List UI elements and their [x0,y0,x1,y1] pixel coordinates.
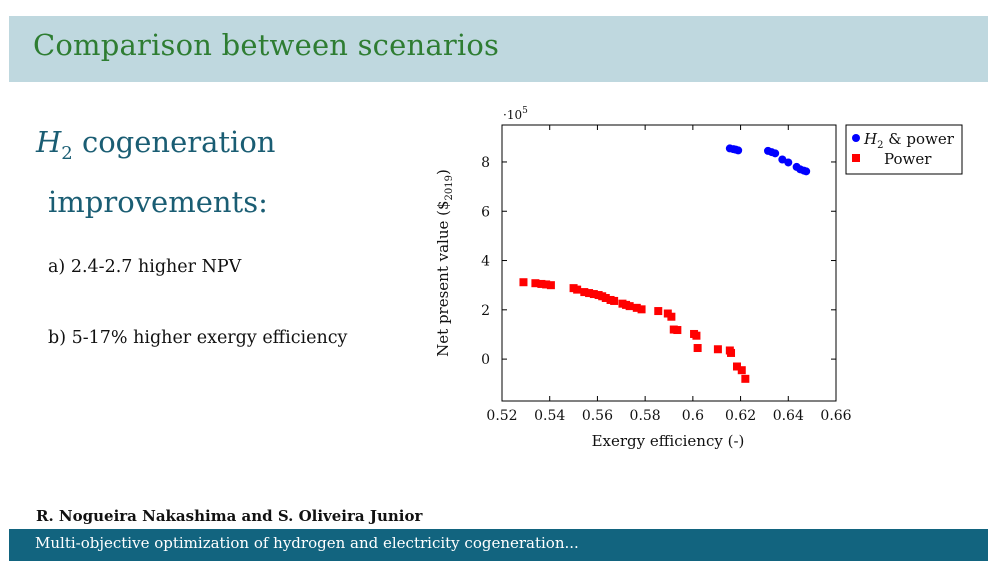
power-point [519,278,528,287]
y-tick-label: 8 [481,155,490,171]
y-axis-label: Net present value ($2019) [434,169,455,357]
heading-subscript: 2 [61,142,73,164]
improvement-item-a: a) 2.4-2.7 higher NPV [48,257,242,277]
power-point [654,307,663,316]
power-point [737,366,746,375]
y-tick-label: 4 [481,254,490,270]
power-point [610,296,619,305]
x-axis-label: Exergy efficiency (-) [592,432,745,450]
heading-symbol: H [36,125,62,159]
heading-rest: cogeneration [72,125,276,159]
y-tick-label: 6 [481,204,490,220]
power-point [632,303,641,312]
heading-line-2: improvements: [48,184,268,219]
y-multiplier: ·105 [503,106,528,122]
power-point [625,302,634,311]
axis-labels: 0.52 0.54 0.56 0.58 0.6 0.62 0.64 0.66 0 2 4 6 8 [481,155,852,424]
authors: R. Nogueira Nakashima and S. Oliveira Ju… [36,507,423,525]
h2-power-point [784,158,793,167]
power-point [585,289,594,298]
power-point [580,288,589,297]
x-tick-label: 0.66 [820,408,851,424]
legend-marker-power [852,154,860,162]
power-point [589,290,598,299]
improvement-item-b: b) 5-17% higher exergy efficiency [48,328,348,348]
x-tick-label: 0.62 [725,408,756,424]
legend-label-power: Power [884,150,932,168]
x-tick-label: 0.56 [582,408,613,424]
x-tick-label: 0.54 [534,408,565,424]
power-point [531,279,540,288]
footer-bar: Multi-objective optimization of hydrogen… [9,529,988,561]
power-point [537,279,546,288]
legend-label-h2-power: H2 & power [863,130,955,151]
power-point [573,285,582,294]
power-point [732,362,741,371]
power-point [713,345,722,354]
slide-title: Comparison between scenarios [33,28,500,62]
data-points [519,144,811,383]
x-tick-label: 0.52 [486,408,517,424]
heading-line-1: H2 cogeneration [36,125,276,164]
x-tick-label: 0.58 [630,408,661,424]
power-point [601,293,610,302]
power-point [692,331,701,340]
power-point [637,305,646,314]
legend-box [845,124,963,175]
power-point [546,281,555,290]
plot-frame [501,124,837,402]
axis-ticks [501,125,837,401]
h2-power-point [802,167,811,176]
footer-subtitle: Multi-objective optimization of hydrogen… [35,534,579,552]
power-point [667,312,676,321]
h2-power-point [771,149,780,158]
x-tick-label: 0.6 [682,408,704,424]
power-point [673,326,682,335]
power-point [693,344,702,353]
h2-power-point [778,155,787,164]
legend-marker-h2-power [852,134,860,142]
x-tick-label: 0.64 [773,408,804,424]
legend: H2 & power Power [845,124,963,175]
h2-power-point [734,146,743,155]
power-point [741,374,750,383]
title-bar: Comparison between scenarios [9,16,988,82]
section-heading: H2 cogeneration improvements: [36,118,275,226]
power-point [727,348,736,357]
y-tick-label: 2 [481,303,490,319]
power-point [542,280,551,289]
y-tick-label: 0 [481,352,490,368]
